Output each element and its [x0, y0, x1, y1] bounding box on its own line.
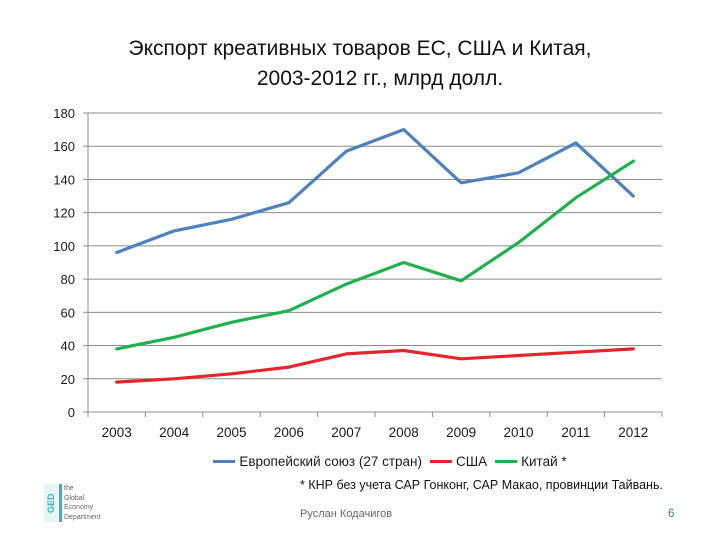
axes: 0 20 40 60 80 100 120 140 160 180 2003 2004 2005 2006… — [53, 106, 663, 440]
x-tick-label: 2010 — [503, 425, 533, 440]
y-tick-label: 80 — [61, 272, 75, 287]
legend-label: Европейский союз (27 стран) — [239, 453, 423, 469]
series-line-1 — [115, 347, 635, 384]
legend-label: США — [456, 453, 488, 469]
legend-item: Европейский союз (27 стран) — [213, 454, 422, 469]
y-tick-label: 0 — [68, 405, 75, 420]
chart-title-line-1: Экспорт креативных товаров ЕС, США и Кит… — [128, 37, 592, 60]
page-number: 6 — [668, 508, 675, 520]
chart-title: Экспорт креативных товаров ЕС, США и Кит… — [40, 34, 680, 94]
x-tick-label: 2009 — [446, 425, 476, 440]
x-tick-label: 2007 — [331, 425, 361, 440]
y-tick-label: 180 — [53, 106, 75, 121]
x-tick-label: 2005 — [216, 425, 246, 440]
series-line-2 — [115, 159, 635, 351]
y-tick-label: 40 — [61, 339, 75, 354]
legend-item: США — [430, 454, 487, 469]
series-line-0 — [115, 128, 635, 255]
x-tick-label: 2004 — [159, 425, 190, 440]
x-tick-label: 2012 — [618, 425, 648, 440]
y-tick-label: 20 — [61, 372, 75, 387]
chart-legend: Европейский союз (27 стран) США Китай * — [0, 450, 720, 472]
logo-mark: GED — [44, 484, 62, 522]
legend-swatch — [495, 459, 518, 463]
x-tick-label: 2008 — [389, 425, 419, 440]
author-name: Руслан Кодачигов — [300, 508, 393, 520]
x-tick-label: 2003 — [102, 425, 132, 440]
ged-logo: GED the Global Economy Department — [44, 480, 114, 524]
x-tick-label: 2006 — [274, 425, 304, 440]
y-tick-label: 160 — [53, 139, 75, 154]
legend-item: Китай * — [495, 454, 567, 469]
chart-title-line-2: 2003-2012 гг., млрд долл. — [256, 67, 504, 90]
logo-line: Department — [64, 513, 101, 521]
logo-line: Economy — [64, 504, 94, 511]
legend-swatch — [213, 459, 236, 463]
series-lines — [115, 128, 635, 384]
footnote: * КНР без учета САР Гонконг, САР Макао, … — [300, 478, 663, 492]
x-tick-label: 2011 — [561, 425, 590, 440]
logo-line: the — [64, 485, 74, 492]
logo-text: the Global Economy Department — [64, 484, 101, 522]
y-tick-label: 140 — [53, 172, 75, 187]
legend-swatch — [430, 459, 453, 463]
y-tick-label: 100 — [53, 239, 75, 254]
y-tick-label: 120 — [53, 206, 75, 221]
line-chart: 0 20 40 60 80 100 120 140 160 180 2003 2004 2005 2006… — [53, 106, 663, 440]
legend-label: Китай * — [521, 453, 567, 469]
logo-line: Global — [64, 494, 85, 502]
y-tick-label: 60 — [61, 305, 75, 320]
